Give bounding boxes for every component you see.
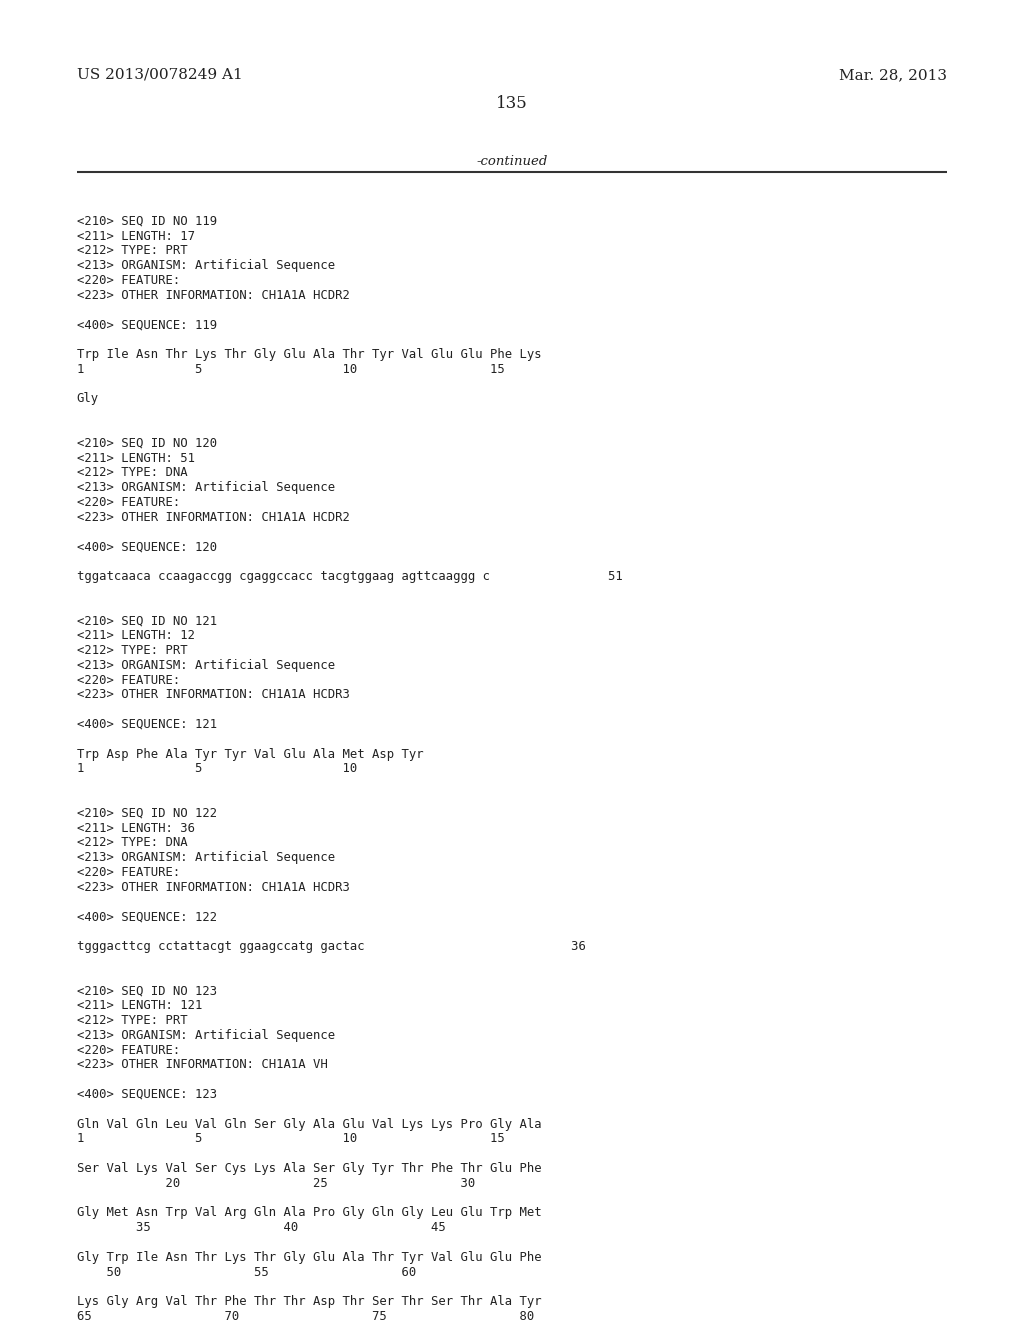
Text: <223> OTHER INFORMATION: CH1A1A VH: <223> OTHER INFORMATION: CH1A1A VH	[77, 1059, 328, 1072]
Text: 1               5                   10                  15: 1 5 10 15	[77, 1133, 505, 1146]
Text: <223> OTHER INFORMATION: CH1A1A HCDR2: <223> OTHER INFORMATION: CH1A1A HCDR2	[77, 511, 349, 524]
Text: <223> OTHER INFORMATION: CH1A1A HCDR2: <223> OTHER INFORMATION: CH1A1A HCDR2	[77, 289, 349, 302]
Text: <210> SEQ ID NO 120: <210> SEQ ID NO 120	[77, 437, 217, 450]
Text: <212> TYPE: PRT: <212> TYPE: PRT	[77, 1014, 187, 1027]
Text: <220> FEATURE:: <220> FEATURE:	[77, 1044, 180, 1056]
Text: US 2013/0078249 A1: US 2013/0078249 A1	[77, 69, 243, 82]
Text: <220> FEATURE:: <220> FEATURE:	[77, 496, 180, 510]
Text: Trp Asp Phe Ala Tyr Tyr Val Glu Ala Met Asp Tyr: Trp Asp Phe Ala Tyr Tyr Val Glu Ala Met …	[77, 747, 424, 760]
Text: <211> LENGTH: 51: <211> LENGTH: 51	[77, 451, 195, 465]
Text: <220> FEATURE:: <220> FEATURE:	[77, 673, 180, 686]
Text: Lys Gly Arg Val Thr Phe Thr Thr Asp Thr Ser Thr Ser Thr Ala Tyr: Lys Gly Arg Val Thr Phe Thr Thr Asp Thr …	[77, 1295, 542, 1308]
Text: 50                  55                  60: 50 55 60	[77, 1266, 416, 1279]
Text: Gln Val Gln Leu Val Gln Ser Gly Ala Glu Val Lys Lys Pro Gly Ala: Gln Val Gln Leu Val Gln Ser Gly Ala Glu …	[77, 1118, 542, 1131]
Text: <220> FEATURE:: <220> FEATURE:	[77, 866, 180, 879]
Text: <400> SEQUENCE: 122: <400> SEQUENCE: 122	[77, 911, 217, 924]
Text: Gly Met Asn Trp Val Arg Gln Ala Pro Gly Gln Gly Leu Glu Trp Met: Gly Met Asn Trp Val Arg Gln Ala Pro Gly …	[77, 1206, 542, 1220]
Text: <400> SEQUENCE: 121: <400> SEQUENCE: 121	[77, 718, 217, 731]
Text: <220> FEATURE:: <220> FEATURE:	[77, 275, 180, 286]
Text: 1               5                   10: 1 5 10	[77, 763, 357, 775]
Text: Mar. 28, 2013: Mar. 28, 2013	[840, 69, 947, 82]
Text: <400> SEQUENCE: 120: <400> SEQUENCE: 120	[77, 540, 217, 553]
Text: <212> TYPE: PRT: <212> TYPE: PRT	[77, 644, 187, 657]
Text: <211> LENGTH: 12: <211> LENGTH: 12	[77, 630, 195, 643]
Text: 65                  70                  75                  80: 65 70 75 80	[77, 1309, 535, 1320]
Text: <210> SEQ ID NO 123: <210> SEQ ID NO 123	[77, 985, 217, 998]
Text: <223> OTHER INFORMATION: CH1A1A HCDR3: <223> OTHER INFORMATION: CH1A1A HCDR3	[77, 689, 349, 701]
Text: <211> LENGTH: 17: <211> LENGTH: 17	[77, 230, 195, 243]
Text: <213> ORGANISM: Artificial Sequence: <213> ORGANISM: Artificial Sequence	[77, 259, 335, 272]
Text: <400> SEQUENCE: 123: <400> SEQUENCE: 123	[77, 1088, 217, 1101]
Text: <211> LENGTH: 36: <211> LENGTH: 36	[77, 821, 195, 834]
Text: <223> OTHER INFORMATION: CH1A1A HCDR3: <223> OTHER INFORMATION: CH1A1A HCDR3	[77, 880, 349, 894]
Text: 135: 135	[496, 95, 528, 112]
Text: <212> TYPE: DNA: <212> TYPE: DNA	[77, 837, 187, 849]
Text: Gly: Gly	[77, 392, 99, 405]
Text: 1               5                   10                  15: 1 5 10 15	[77, 363, 505, 376]
Text: Gly Trp Ile Asn Thr Lys Thr Gly Glu Ala Thr Tyr Val Glu Glu Phe: Gly Trp Ile Asn Thr Lys Thr Gly Glu Ala …	[77, 1251, 542, 1263]
Text: 20                  25                  30: 20 25 30	[77, 1177, 475, 1189]
Text: <210> SEQ ID NO 121: <210> SEQ ID NO 121	[77, 614, 217, 627]
Text: tggatcaaca ccaagaccgg cgaggccacc tacgtggaag agttcaaggg c                51: tggatcaaca ccaagaccgg cgaggccacc tacgtgg…	[77, 570, 623, 583]
Text: 35                  40                  45: 35 40 45	[77, 1221, 445, 1234]
Text: <210> SEQ ID NO 122: <210> SEQ ID NO 122	[77, 807, 217, 820]
Text: Trp Ile Asn Thr Lys Thr Gly Glu Ala Thr Tyr Val Glu Glu Phe Lys: Trp Ile Asn Thr Lys Thr Gly Glu Ala Thr …	[77, 348, 542, 360]
Text: <213> ORGANISM: Artificial Sequence: <213> ORGANISM: Artificial Sequence	[77, 851, 335, 865]
Text: <211> LENGTH: 121: <211> LENGTH: 121	[77, 999, 202, 1012]
Text: tgggacttcg cctattacgt ggaagccatg gactac                            36: tgggacttcg cctattacgt ggaagccatg gactac …	[77, 940, 586, 953]
Text: <212> TYPE: PRT: <212> TYPE: PRT	[77, 244, 187, 257]
Text: <212> TYPE: DNA: <212> TYPE: DNA	[77, 466, 187, 479]
Text: Ser Val Lys Val Ser Cys Lys Ala Ser Gly Tyr Thr Phe Thr Glu Phe: Ser Val Lys Val Ser Cys Lys Ala Ser Gly …	[77, 1162, 542, 1175]
Text: <213> ORGANISM: Artificial Sequence: <213> ORGANISM: Artificial Sequence	[77, 482, 335, 494]
Text: <213> ORGANISM: Artificial Sequence: <213> ORGANISM: Artificial Sequence	[77, 1028, 335, 1041]
Text: <213> ORGANISM: Artificial Sequence: <213> ORGANISM: Artificial Sequence	[77, 659, 335, 672]
Text: <400> SEQUENCE: 119: <400> SEQUENCE: 119	[77, 318, 217, 331]
Text: <210> SEQ ID NO 119: <210> SEQ ID NO 119	[77, 215, 217, 228]
Text: -continued: -continued	[476, 154, 548, 168]
